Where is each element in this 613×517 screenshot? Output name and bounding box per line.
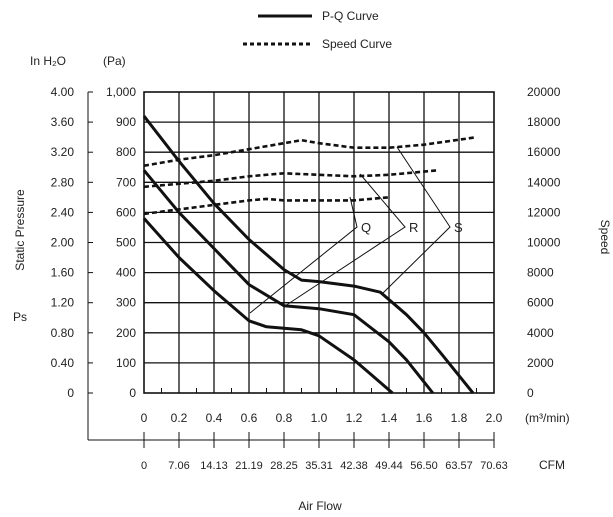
y-axis-title: Static Pressure xyxy=(13,189,27,271)
x-tick-label: 0.8 xyxy=(276,411,293,425)
x-axis-title: Air Flow xyxy=(298,499,342,513)
x-tick-label: 0.4 xyxy=(206,411,223,425)
y-pa-tick-label: 900 xyxy=(116,115,136,129)
series-label-s: S xyxy=(454,220,463,235)
x-tick-label: 1.6 xyxy=(416,411,433,425)
pq-curve-q xyxy=(142,217,394,395)
pq-curve-r xyxy=(142,169,434,394)
y2-tick-label: 8000 xyxy=(527,266,554,280)
x-tick-label: 0.6 xyxy=(241,411,258,425)
y2-tick-label: 10000 xyxy=(527,236,561,250)
x-cfm-tick-label: 56.50 xyxy=(410,460,438,472)
x-cfm-tick-label: 42.38 xyxy=(340,460,368,472)
leader-line-r xyxy=(284,173,406,307)
plot-grid xyxy=(143,91,495,394)
y2-tick-label: 0 xyxy=(527,386,534,400)
x-cfm-tick-label: 70.63 xyxy=(480,460,508,472)
x-cfm-unit-label: CFM xyxy=(539,458,565,472)
y2-axis-title: Speed xyxy=(598,220,612,255)
x-cfm-tick-label: 21.19 xyxy=(235,460,263,472)
y-inh2o-tick-label: 2.00 xyxy=(51,236,75,250)
x-tick-label: 0 xyxy=(141,411,148,425)
y-inh2o-tick-label: 0.40 xyxy=(51,356,75,370)
y-inh2o-tick-label: 2.40 xyxy=(51,205,75,219)
y-pa-tick-label: 1,000 xyxy=(106,85,136,99)
series: Q R S xyxy=(142,115,477,395)
x-cfm-tick-label: 35.31 xyxy=(305,460,333,472)
x-cfm-tick-label: 7.06 xyxy=(168,460,189,472)
y-inh2o-tick-label: 1.60 xyxy=(51,266,75,280)
y-inh2o-tick-label: 0 xyxy=(67,386,74,400)
y-pa-tick-label: 700 xyxy=(116,175,136,189)
y2-tick-label: 2000 xyxy=(527,356,554,370)
y-pa-unit: (Pa) xyxy=(103,54,126,68)
y-pa-tick-label: 300 xyxy=(116,296,136,310)
y-pa-tick-label: 100 xyxy=(116,356,136,370)
speed-curve-q xyxy=(143,196,390,216)
y-inh2o-tick-label: 1.20 xyxy=(51,296,75,310)
y2-tick-label: 6000 xyxy=(527,296,554,310)
speed-curve-r xyxy=(143,169,439,189)
y-inh2o-unit: In H₂O xyxy=(30,54,66,68)
x-cfm-tick-label: 49.44 xyxy=(375,460,403,472)
y-inh2o-tick-label: 2.80 xyxy=(51,175,75,189)
y-inh2o-tick-label: 3.20 xyxy=(51,145,75,159)
y2-tick-label: 12000 xyxy=(527,205,561,219)
y2-tick-label: 18000 xyxy=(527,115,561,129)
y-pa-tick-label: 0 xyxy=(129,386,136,400)
y2-tick-label: 4000 xyxy=(527,326,554,340)
series-label-r: R xyxy=(409,220,418,235)
y-inh2o-tick-label: 3.60 xyxy=(51,115,75,129)
x-cfm-tick-label: 28.25 xyxy=(270,460,298,472)
x-unit-label: (m³/min) xyxy=(525,411,570,425)
x-cfm-tick-label: 14.13 xyxy=(200,460,228,472)
y-pa-tick-label: 800 xyxy=(116,145,136,159)
y2-tick-label: 14000 xyxy=(527,175,561,189)
y-pa-tick-label: 400 xyxy=(116,266,136,280)
x-tick-label: 1.0 xyxy=(311,411,328,425)
x-cfm-tick-label: 0 xyxy=(141,460,147,472)
speed-curve-s xyxy=(143,135,477,167)
x-tick-label: 0.2 xyxy=(171,411,188,425)
y-pa-tick-label: 600 xyxy=(116,205,136,219)
legend-pq-label: P-Q Curve xyxy=(322,9,379,23)
x-tick-label: 1.4 xyxy=(381,411,398,425)
x-cfm-tick-label: 63.57 xyxy=(445,460,473,472)
x-tick-label: 2.0 xyxy=(486,411,503,425)
y-pa-tick-label: 200 xyxy=(116,326,136,340)
pq-curve-s xyxy=(142,115,475,394)
y2-tick-label: 20000 xyxy=(527,85,561,99)
legend: P-Q Curve Speed Curve xyxy=(243,9,392,51)
leader-line-q xyxy=(249,196,358,314)
x-tick-label: 1.8 xyxy=(451,411,468,425)
legend-speed-label: Speed Curve xyxy=(322,37,392,51)
axis-labels: In H₂O (Pa) Static Pressure Ps Speed (m³… xyxy=(13,54,612,513)
x-tick-label: 1.2 xyxy=(346,411,363,425)
y2-tick-label: 16000 xyxy=(527,145,561,159)
y-inh2o-tick-label: 0.80 xyxy=(51,326,75,340)
y-ps-label: Ps xyxy=(13,310,27,324)
y-inh2o-tick-label: 4.00 xyxy=(51,85,75,99)
leader-line-s xyxy=(382,146,451,294)
y-pa-tick-label: 500 xyxy=(116,236,136,250)
series-label-q: Q xyxy=(361,220,371,235)
